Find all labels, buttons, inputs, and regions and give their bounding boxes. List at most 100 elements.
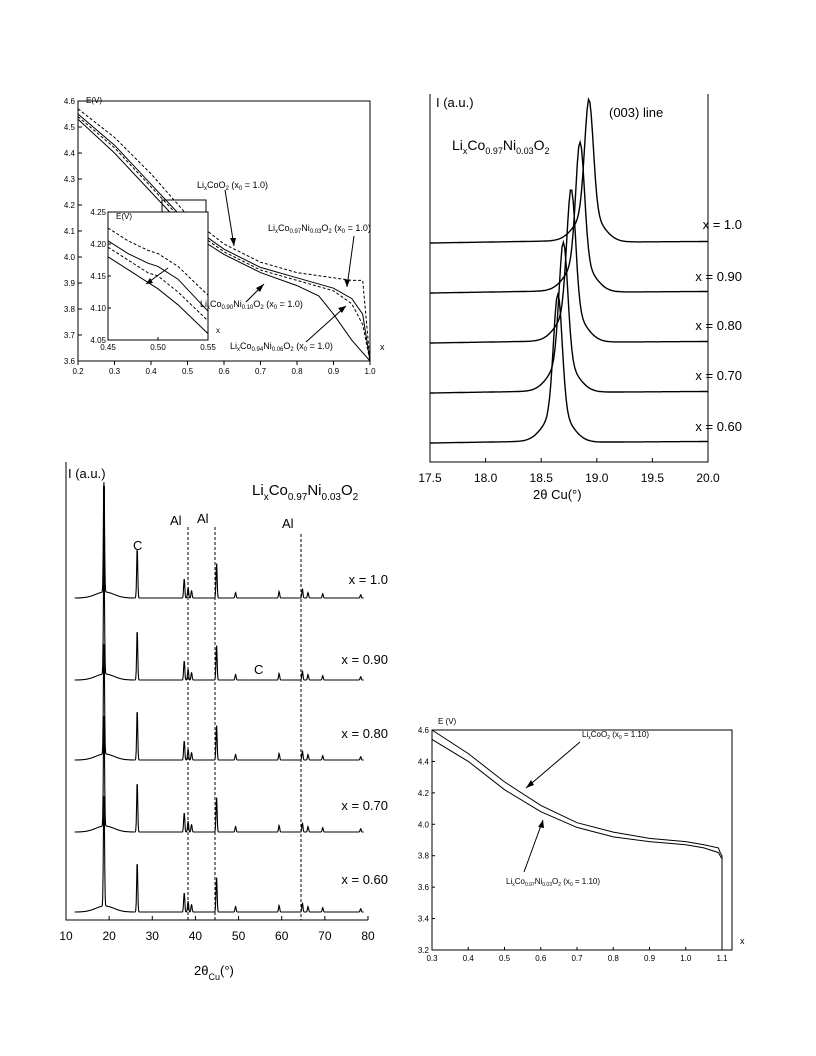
xrd003-series-line: [430, 139, 708, 294]
chart-b-x-tick-label: 18.5: [530, 471, 554, 485]
chart-a-series-line: [77, 116, 371, 362]
chart-c-series: [74, 482, 364, 913]
xrd003-series-label: x = 0.80: [695, 318, 742, 333]
chart-b-y-axis-label: I (a.u.): [436, 95, 474, 110]
chart-a-x-tick-label: 0.3: [109, 367, 121, 376]
chart-d-x-tick-label: 0.4: [463, 954, 475, 963]
chart-c-x-tick-label: 30: [146, 929, 160, 943]
xrd003-series-line: [430, 97, 708, 244]
chart-a-x-tick-label: 0.4: [145, 367, 157, 376]
xrd-chart-full: 10 20 30 40 50 60 70 80 I (a.u.) 2θCu(°) LixCo0…: [59, 462, 388, 982]
inset-y-tick-label: 4.15: [90, 272, 106, 281]
chart-a-y-tick-label: 4.1: [64, 227, 76, 236]
chart-b-axes: [429, 94, 709, 463]
chart-c-x-axis-label: 2θCu(°): [194, 963, 234, 982]
arrowhead-inset: [146, 278, 153, 284]
annotation-a1: LixCoO2 (x0 = 1.0): [197, 180, 268, 192]
chart-b-x-ticks: 17.5 18.0 18.5 19.0 19.5 20.0: [418, 458, 720, 485]
xrd-full-series-line: [74, 564, 364, 681]
chart-d-x-tick-label: 0.3: [426, 954, 438, 963]
chart-b-x-axis-label: 2θ Cu(°): [533, 487, 582, 502]
chart-a-x-tick-label: 1.0: [364, 367, 376, 376]
xrd-full-series-line: [74, 482, 364, 599]
xrd-full-series-line: [74, 644, 364, 761]
arrowhead-b2: [538, 820, 544, 828]
chart-c-x-tick-label: 10: [59, 929, 73, 943]
chart-d-x-tick-label: 0.6: [535, 954, 547, 963]
inset-y-ticks: 4.05 4.10 4.15 4.20 4.25: [90, 208, 111, 345]
chart-d-x-tick-label: 1.1: [716, 954, 728, 963]
inset-series: [107, 227, 209, 334]
chart-d-y-axis-label: E (V): [438, 717, 457, 726]
xrd-chart-003: 17.5 18.0 18.5 19.0 19.5 20.0 I (a.u.) (003) …: [418, 94, 742, 502]
chart-a-series-line: [77, 118, 371, 362]
chart-c-x-tick-label: 50: [232, 929, 246, 943]
chart-d-y-ticks: 3.2 3.4 3.6 3.8 4.0 4.2 4.4 4.6: [418, 726, 435, 955]
chart-c-x-tick-label: 80: [361, 929, 375, 943]
chart-a-x-tick-label: 0.9: [328, 367, 340, 376]
peak-label-al: Al: [197, 511, 209, 526]
chart-d-x-tick-label: 0.8: [608, 954, 620, 963]
annotation-b2: LixCo0.97Ni0.03O2 (x0 = 1.10): [506, 877, 600, 888]
chart-a-series-line: [77, 108, 371, 362]
xrd003-series-label: x = 0.60: [695, 419, 742, 434]
chart-a-y-ticks: 3.6 3.7 3.8 3.9 4.0 4.1 4.2 4.3 4.4 4.5 4.6: [64, 97, 82, 366]
chart-b-title: (003) line: [609, 105, 663, 120]
chart-d-y-tick-label: 3.8: [418, 852, 430, 861]
peak-label-c: C: [133, 538, 142, 553]
inset-y-tick-label: 4.20: [90, 240, 106, 249]
inset-x-axis-label: x: [216, 326, 220, 335]
chart-d-series: [431, 729, 723, 950]
annotation-a2: LixCo0.97Ni0.03O2 (x0 = 1.0): [268, 223, 371, 235]
chart-b-x-tick-label: 19.5: [641, 471, 665, 485]
inset-y-tick-label: 4.10: [90, 304, 106, 313]
chart-b-series-labels: x = 1.0 x = 0.90 x = 0.80 x = 0.70 x = 0.60: [695, 217, 742, 434]
chart-a-arrowheads: [146, 238, 350, 313]
chart-d-y-tick-label: 3.2: [418, 946, 430, 955]
xrd-full-series-line: [74, 796, 364, 913]
chart-c-series-labels: x = 1.0 x = 0.90 x = 0.80 x = 0.70 x = 0.60: [341, 572, 388, 887]
chart-d-x-tick-label: 1.0: [680, 954, 692, 963]
arrowhead-a4: [338, 306, 346, 313]
chart-a-y-tick-label: 3.6: [64, 357, 76, 366]
chart-d-y-tick-label: 4.0: [418, 820, 430, 829]
xrd003-series-line: [430, 189, 708, 344]
arrow-a4: [305, 305, 347, 343]
chart-a-y-tick-label: 4.5: [64, 123, 76, 132]
chart-a-y-tick-label: 3.8: [64, 305, 76, 314]
peak-label-c: C: [254, 662, 263, 677]
xrd-full-series-label: x = 0.70: [341, 798, 388, 813]
inset-series-line: [107, 227, 209, 296]
chart-d-x-tick-label: 0.5: [499, 954, 511, 963]
arrow-b2: [523, 819, 544, 873]
chart-a-x-axis-label: x: [380, 342, 385, 352]
inset-series-line: [107, 240, 209, 312]
inset-y-axis-label: E(V): [116, 212, 132, 221]
chart-a-y-tick-label: 4.2: [64, 201, 76, 210]
chart-a-arrows: [145, 189, 355, 343]
chart-b-x-tick-label: 19.0: [585, 471, 609, 485]
annotation-b1: LixCoO2 (x0 = 1.10): [582, 730, 649, 741]
chart-a-y-tick-label: 4.4: [64, 149, 76, 158]
chart-a-x-tick-label: 0.8: [291, 367, 303, 376]
chart-a-x-ticks: 0.2 0.3 0.4 0.5 0.6 0.7 0.8 0.9 1.0: [72, 361, 376, 376]
arrowhead-a3: [256, 284, 264, 292]
chart-c-x-tick-label: 20: [102, 929, 116, 943]
chart-d-arrows: [523, 741, 581, 873]
voltage-chart-d: 0.3 0.4 0.5 0.6 0.7 0.8 0.9 1.0 1.1 3.2 3.4 3.6 3.8…: [418, 717, 745, 963]
chart-c-formula: LixCo0.97Ni0.03O2: [252, 482, 359, 503]
xrd003-series-label: x = 0.70: [695, 368, 742, 383]
xrd003-series-label: x = 1.0: [703, 217, 742, 232]
chart-a-inset: 0.45 0.50 0.55 4.05 4.10 4.15 4.20 4.25 E(V) x: [90, 208, 220, 352]
chart-d-x-tick-label: 0.7: [571, 954, 583, 963]
chart-a-x-tick-label: 0.5: [182, 367, 194, 376]
chart-a-y-tick-label: 4.0: [64, 253, 76, 262]
chart-a-y-tick-label: 4.6: [64, 97, 76, 106]
arrow-a2: [346, 235, 355, 288]
chart-c-x-tick-label: 40: [189, 929, 203, 943]
chart-d-plot-frame: [431, 729, 733, 951]
chart-a-y-tick-label: 3.9: [64, 279, 76, 288]
chart-d-y-tick-label: 3.6: [418, 883, 430, 892]
arrow-b1: [525, 741, 581, 789]
